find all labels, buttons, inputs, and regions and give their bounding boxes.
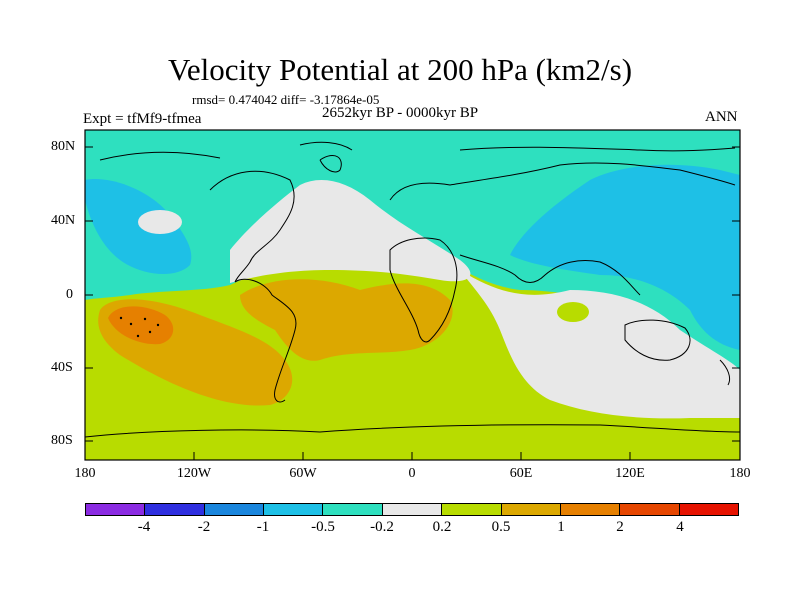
colorbar-label: 0.2: [432, 519, 452, 535]
xtick-60e: 60E: [509, 466, 533, 481]
colorbar-label: -2: [197, 519, 211, 535]
xtick-0: 0: [408, 466, 416, 481]
colorbar-label: -0.5: [311, 519, 335, 535]
xtick-120w: 120W: [176, 466, 212, 481]
grey-blob-pacific: [138, 210, 182, 234]
ytick-40n: 40N: [51, 213, 76, 228]
grey-region-atlantic: [230, 180, 471, 283]
blue-region-asia: [510, 164, 740, 350]
colorbar: [85, 503, 739, 516]
ytick-0: 0: [66, 287, 73, 302]
colorbar-box: [323, 504, 383, 515]
colorbar-box: [145, 504, 205, 515]
darkorange-core-pacific: [108, 306, 174, 345]
rmsd-stats: rmsd= 0.474042 diff= -3.17864e-05: [192, 92, 380, 107]
ytick-80s: 80S: [51, 433, 73, 448]
colorbar-label: -4: [137, 519, 151, 535]
blue-region-pacific: [85, 179, 192, 275]
colorbar-label: -1: [256, 519, 270, 535]
coastline-outline: [85, 141, 740, 438]
green-spot-indian: [557, 302, 589, 322]
colorbar-label: 4: [676, 519, 684, 535]
xtick-120e: 120E: [615, 466, 645, 481]
colorbar-box: [501, 504, 561, 515]
plot-title: Velocity Potential at 200 hPa (km2/s): [167, 52, 633, 87]
colorbar-box: [264, 504, 324, 515]
grey-region-indian: [460, 270, 740, 419]
contour-field: [85, 130, 740, 460]
ytick-80n: 80N: [51, 139, 76, 154]
xtick-180e: 180: [729, 466, 751, 481]
colorbar-box: [382, 504, 443, 515]
orange-region-samerica: [240, 279, 453, 361]
xtick-60w: 60W: [289, 466, 317, 481]
season-label: ANN: [705, 109, 738, 125]
colorbar-label: 0.5: [491, 519, 511, 535]
colorbar-label: 1: [557, 519, 565, 535]
colorbar-box: [560, 504, 621, 515]
stipple-dots: [119, 316, 160, 338]
colorbar-label: 2: [616, 519, 624, 535]
experiment-label: Expt = tfMf9-tfmea: [83, 111, 202, 127]
colorbar-box: [679, 504, 738, 515]
tick-marks: [85, 146, 740, 460]
colorbar-box: [620, 504, 680, 515]
colorbar-label: -0.2: [370, 519, 394, 535]
ytick-40s: 40S: [51, 360, 73, 375]
period-label: 2652kyr BP - 0000kyr BP: [322, 105, 479, 121]
colorbar-box: [204, 504, 265, 515]
xtick-180w: 180: [74, 466, 96, 481]
colorbar-box: [86, 504, 146, 515]
colorbar-box: [442, 504, 502, 515]
